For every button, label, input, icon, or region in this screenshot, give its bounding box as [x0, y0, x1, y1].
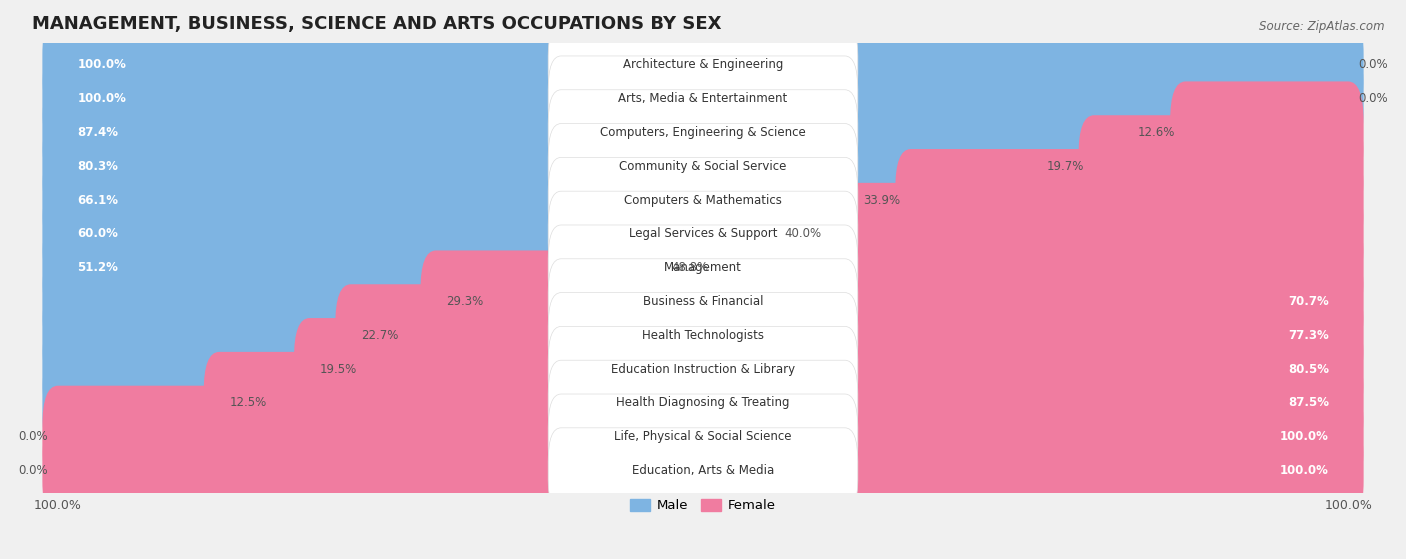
FancyBboxPatch shape	[548, 259, 858, 344]
Text: Arts, Media & Entertainment: Arts, Media & Entertainment	[619, 92, 787, 105]
FancyBboxPatch shape	[548, 124, 858, 209]
FancyBboxPatch shape	[548, 22, 858, 107]
FancyBboxPatch shape	[42, 250, 451, 353]
FancyBboxPatch shape	[58, 386, 1348, 420]
FancyBboxPatch shape	[420, 250, 1364, 353]
FancyBboxPatch shape	[42, 14, 1364, 116]
FancyBboxPatch shape	[703, 217, 1364, 319]
FancyBboxPatch shape	[42, 48, 1364, 150]
Text: Education, Arts & Media: Education, Arts & Media	[631, 464, 775, 477]
Text: 87.4%: 87.4%	[77, 126, 118, 139]
Text: 100.0%: 100.0%	[1279, 430, 1329, 443]
Text: 33.9%: 33.9%	[863, 193, 900, 207]
Text: 19.5%: 19.5%	[319, 363, 357, 376]
FancyBboxPatch shape	[548, 394, 858, 480]
FancyBboxPatch shape	[58, 217, 1348, 251]
Text: 77.3%: 77.3%	[1288, 329, 1329, 342]
FancyBboxPatch shape	[58, 420, 1348, 454]
Text: 29.3%: 29.3%	[446, 295, 484, 308]
FancyBboxPatch shape	[58, 319, 1348, 352]
FancyBboxPatch shape	[42, 115, 1109, 217]
FancyBboxPatch shape	[548, 56, 858, 141]
FancyBboxPatch shape	[548, 292, 858, 378]
FancyBboxPatch shape	[42, 318, 325, 420]
Text: 80.5%: 80.5%	[1288, 363, 1329, 376]
Text: Computers & Mathematics: Computers & Mathematics	[624, 193, 782, 207]
Text: 87.5%: 87.5%	[1288, 396, 1329, 409]
FancyBboxPatch shape	[42, 217, 734, 319]
FancyBboxPatch shape	[42, 183, 848, 285]
FancyBboxPatch shape	[58, 285, 1348, 319]
FancyBboxPatch shape	[58, 82, 1348, 116]
Text: 60.0%: 60.0%	[77, 228, 118, 240]
FancyBboxPatch shape	[1170, 82, 1364, 183]
FancyBboxPatch shape	[42, 419, 1364, 522]
FancyBboxPatch shape	[548, 191, 858, 277]
FancyBboxPatch shape	[294, 318, 1364, 420]
Text: 100.0%: 100.0%	[1279, 464, 1329, 477]
Text: Community & Social Service: Community & Social Service	[619, 160, 787, 173]
Text: 40.0%: 40.0%	[785, 228, 821, 240]
Text: Legal Services & Support: Legal Services & Support	[628, 228, 778, 240]
FancyBboxPatch shape	[548, 326, 858, 412]
FancyBboxPatch shape	[58, 251, 1348, 285]
FancyBboxPatch shape	[58, 454, 1348, 487]
FancyBboxPatch shape	[58, 183, 1348, 217]
FancyBboxPatch shape	[42, 285, 366, 386]
Text: Architecture & Engineering: Architecture & Engineering	[623, 58, 783, 72]
FancyBboxPatch shape	[548, 90, 858, 175]
Text: Health Diagnosing & Treating: Health Diagnosing & Treating	[616, 396, 790, 409]
FancyBboxPatch shape	[1078, 115, 1364, 217]
FancyBboxPatch shape	[58, 149, 1348, 183]
Text: Life, Physical & Social Science: Life, Physical & Social Science	[614, 430, 792, 443]
Text: MANAGEMENT, BUSINESS, SCIENCE AND ARTS OCCUPATIONS BY SEX: MANAGEMENT, BUSINESS, SCIENCE AND ARTS O…	[32, 15, 721, 33]
Text: 100.0%: 100.0%	[77, 58, 127, 72]
Text: 12.5%: 12.5%	[229, 396, 267, 409]
FancyBboxPatch shape	[204, 352, 1364, 454]
Text: 0.0%: 0.0%	[18, 464, 48, 477]
FancyBboxPatch shape	[817, 183, 1364, 285]
FancyBboxPatch shape	[58, 352, 1348, 386]
FancyBboxPatch shape	[548, 225, 858, 310]
Legend: Male, Female: Male, Female	[626, 494, 780, 518]
Text: 100.0%: 100.0%	[77, 92, 127, 105]
FancyBboxPatch shape	[548, 360, 858, 446]
Text: Education Instruction & Library: Education Instruction & Library	[612, 363, 794, 376]
FancyBboxPatch shape	[548, 428, 858, 513]
Text: 0.0%: 0.0%	[1358, 92, 1388, 105]
FancyBboxPatch shape	[42, 352, 235, 454]
Text: 22.7%: 22.7%	[361, 329, 398, 342]
FancyBboxPatch shape	[42, 386, 1364, 488]
FancyBboxPatch shape	[42, 149, 927, 251]
Text: 12.6%: 12.6%	[1137, 126, 1175, 139]
FancyBboxPatch shape	[335, 285, 1364, 386]
FancyBboxPatch shape	[896, 149, 1364, 251]
FancyBboxPatch shape	[58, 116, 1348, 149]
Text: 51.2%: 51.2%	[77, 261, 118, 274]
Text: Source: ZipAtlas.com: Source: ZipAtlas.com	[1260, 20, 1385, 32]
Text: 66.1%: 66.1%	[77, 193, 118, 207]
Text: Business & Financial: Business & Financial	[643, 295, 763, 308]
Text: 80.3%: 80.3%	[77, 160, 118, 173]
FancyBboxPatch shape	[58, 48, 1348, 82]
Text: 0.0%: 0.0%	[18, 430, 48, 443]
FancyBboxPatch shape	[42, 82, 1201, 183]
Text: Management: Management	[664, 261, 742, 274]
Text: 19.7%: 19.7%	[1046, 160, 1084, 173]
Text: 0.0%: 0.0%	[1358, 58, 1388, 72]
FancyBboxPatch shape	[548, 158, 858, 243]
Text: 70.7%: 70.7%	[1288, 295, 1329, 308]
Text: Health Technologists: Health Technologists	[643, 329, 763, 342]
Text: 48.8%: 48.8%	[671, 261, 709, 274]
Text: Computers, Engineering & Science: Computers, Engineering & Science	[600, 126, 806, 139]
